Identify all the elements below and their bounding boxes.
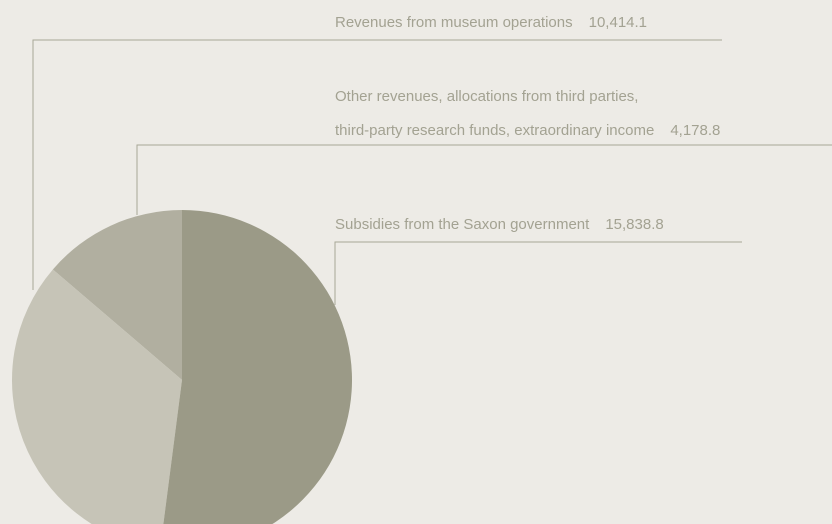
leader-line bbox=[32, 39, 722, 290]
slice-label: Revenues from museum operations 10,414.1 bbox=[335, 6, 647, 40]
category-label: Other revenues, allocations from third p… bbox=[335, 88, 655, 139]
leader-line bbox=[334, 241, 742, 305]
value-label: 4,178.8 bbox=[670, 122, 721, 139]
category-label: Revenues from museum operations bbox=[335, 14, 573, 31]
category-label: Subsidies from the Saxon government bbox=[335, 216, 590, 233]
value-label: 10,414.1 bbox=[588, 14, 648, 31]
pie-slice bbox=[163, 210, 352, 524]
slice-label: Subsidies from the Saxon government 15,83… bbox=[335, 208, 664, 242]
slice-label: Other revenues, allocations from third p… bbox=[335, 80, 720, 148]
leader-line bbox=[136, 144, 832, 215]
pie-slice bbox=[52, 210, 182, 380]
pie-slice bbox=[12, 269, 182, 524]
value-label: 15,838.8 bbox=[605, 216, 664, 233]
